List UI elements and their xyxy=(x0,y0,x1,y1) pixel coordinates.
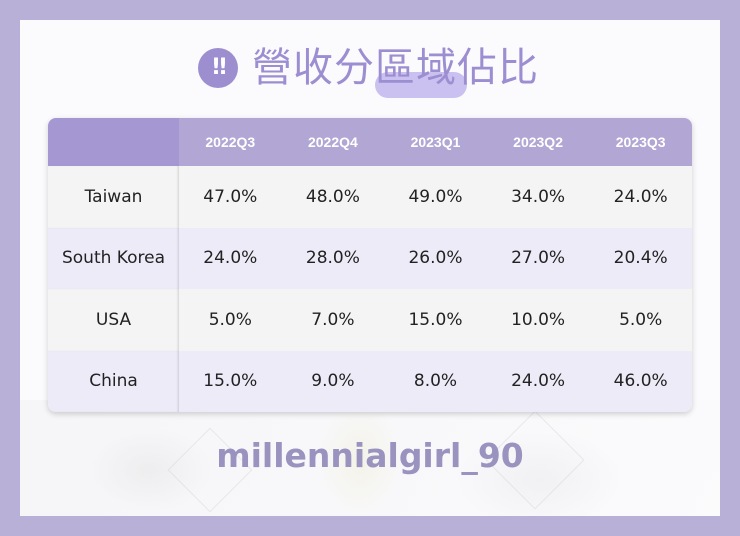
table-header-row: 2022Q3 2022Q4 2023Q1 2023Q2 2023Q3 xyxy=(48,118,692,166)
row-header: USA xyxy=(48,289,179,351)
table-cell: 20.4% xyxy=(589,227,692,289)
table-row: USA 5.0% 7.0% 15.0% 10.0% 5.0% xyxy=(48,289,692,351)
table-cell: 15.0% xyxy=(384,289,487,351)
table-cell: 47.0% xyxy=(179,166,282,228)
row-header: South Korea xyxy=(48,227,179,289)
corner-cell xyxy=(48,118,179,166)
table-cell: 8.0% xyxy=(384,350,487,412)
table-cell: 10.0% xyxy=(486,289,590,351)
table-cell: 24.0% xyxy=(589,166,692,228)
background-photo xyxy=(20,400,720,516)
table-row: Taiwan 47.0% 48.0% 49.0% 34.0% 24.0% xyxy=(48,166,692,228)
row-header: China xyxy=(48,350,179,412)
double-exclamation-icon: !! xyxy=(198,48,238,88)
table-cell: 5.0% xyxy=(589,289,692,351)
table-cell: 26.0% xyxy=(384,227,487,289)
infographic-card: !! 營收分區域佔比 2022Q3 2022Q4 2023Q1 2023Q2 2… xyxy=(20,20,720,516)
column-header: 2022Q4 xyxy=(281,118,385,166)
table-cell: 24.0% xyxy=(179,227,282,289)
page-title: 營收分區域佔比 xyxy=(252,45,539,91)
table-cell: 46.0% xyxy=(589,350,692,412)
table-cell: 15.0% xyxy=(179,350,282,412)
watermark: millennialgirl_90 xyxy=(216,436,524,475)
title-row: !! 營收分區域佔比 xyxy=(20,42,720,98)
column-header: 2023Q2 xyxy=(486,118,590,166)
column-header: 2023Q3 xyxy=(589,118,692,166)
table-cell: 34.0% xyxy=(486,166,590,228)
table-cell: 7.0% xyxy=(281,289,385,351)
table-cell: 28.0% xyxy=(281,227,385,289)
column-header: 2022Q3 xyxy=(179,118,282,166)
table-cell: 9.0% xyxy=(281,350,385,412)
row-header: Taiwan xyxy=(48,166,179,228)
title-highlight xyxy=(375,72,467,98)
table-cell: 48.0% xyxy=(281,166,385,228)
table-cell: 27.0% xyxy=(486,227,590,289)
column-header: 2023Q1 xyxy=(384,118,487,166)
revenue-table: 2022Q3 2022Q4 2023Q1 2023Q2 2023Q3 Taiwa… xyxy=(48,118,692,412)
table-cell: 49.0% xyxy=(384,166,487,228)
table-cell: 24.0% xyxy=(486,350,590,412)
table-row: China 15.0% 9.0% 8.0% 24.0% 46.0% xyxy=(48,350,692,412)
table-cell: 5.0% xyxy=(179,289,282,351)
table-row: South Korea 24.0% 28.0% 26.0% 27.0% 20.4… xyxy=(48,227,692,289)
